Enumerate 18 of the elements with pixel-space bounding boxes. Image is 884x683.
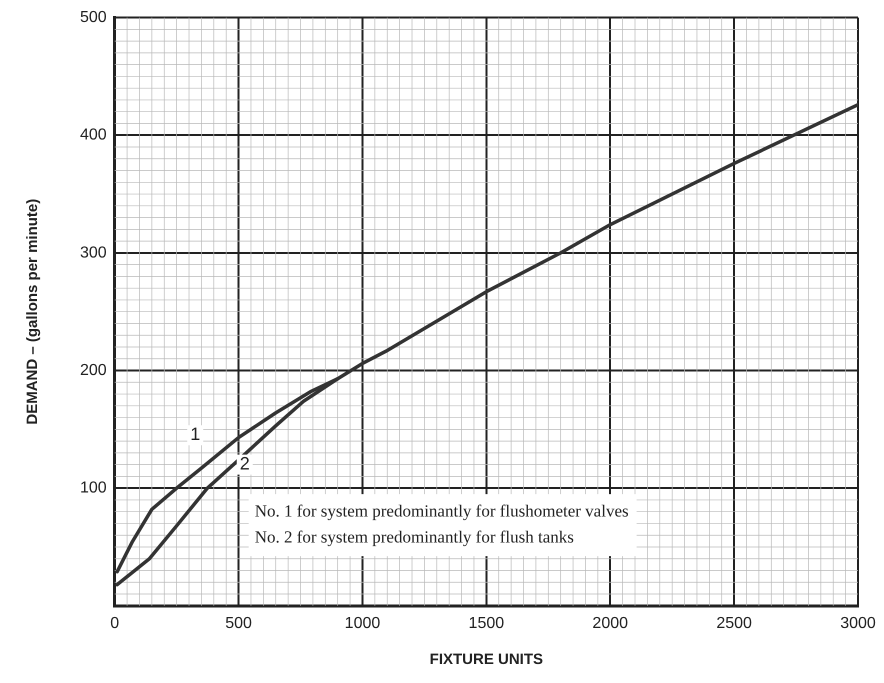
x-tick-label: 2000 [592,614,628,632]
annotation: 1 [190,424,200,444]
y-tick-label: 500 [80,9,107,26]
annotation: No. 2 for system predominantly for flush tanks [254,528,574,547]
y-tick-label: 400 [80,126,107,144]
x-tick-label: 3000 [840,614,876,632]
annotation: 2 [240,454,250,474]
x-tick-label: 1500 [468,614,504,632]
y-tick-label: 200 [80,362,107,379]
annotation: No. 1 for system predominantly for flushometer valves [254,502,629,521]
x-tick-label: 0 [110,614,120,632]
x-tick-label: 1000 [344,614,380,632]
y-axis-title: DEMAND – (gallons per minute) [24,198,42,425]
y-tick-label: 100 [80,480,107,497]
x-tick-label: 500 [225,614,252,632]
x-tick-label: 2500 [716,614,752,632]
y-tick-label: 300 [80,244,107,262]
x-axis-title: FIXTURE UNITS [430,651,544,668]
